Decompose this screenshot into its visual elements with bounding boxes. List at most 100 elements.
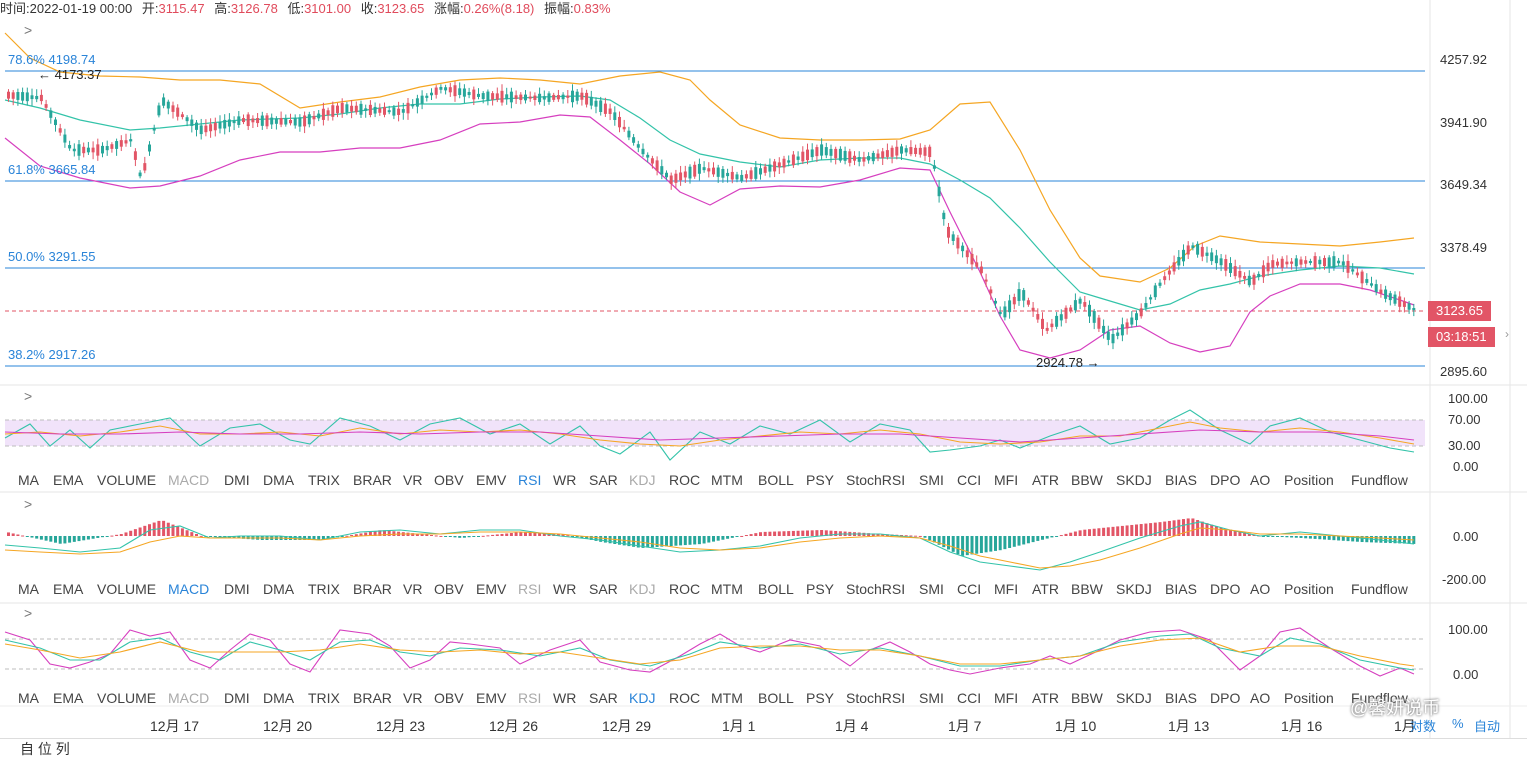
tab-smi[interactable]: SMI <box>919 690 944 706</box>
tab-ema[interactable]: EMA <box>53 472 84 488</box>
tab-roc[interactable]: ROC <box>669 472 701 488</box>
tab-boll[interactable]: BOLL <box>758 581 794 597</box>
tab-rsi[interactable]: RSI <box>518 690 542 706</box>
tab-obv[interactable]: OBV <box>434 472 464 488</box>
tab-roc[interactable]: ROC <box>669 581 701 597</box>
tab-mfi[interactable]: MFI <box>994 690 1019 706</box>
main-pane-collapse-icon[interactable]: > <box>24 22 33 38</box>
tab-position[interactable]: Position <box>1284 581 1334 597</box>
tab-boll[interactable]: BOLL <box>758 472 794 488</box>
tab-brar[interactable]: BRAR <box>353 690 392 706</box>
tab-smi[interactable]: SMI <box>919 581 944 597</box>
tab-bbw[interactable]: BBW <box>1071 581 1103 597</box>
tab-mtm[interactable]: MTM <box>711 581 743 597</box>
tab-skdj[interactable]: SKDJ <box>1116 472 1152 488</box>
tab-bbw[interactable]: BBW <box>1071 690 1103 706</box>
tab-stochrsi[interactable]: StochRSI <box>846 690 906 706</box>
tab-cci[interactable]: CCI <box>957 690 982 706</box>
tab-ao[interactable]: AO <box>1250 690 1271 706</box>
tab-volume[interactable]: VOLUME <box>97 690 157 706</box>
tab-vr[interactable]: VR <box>403 472 423 488</box>
tab-vr[interactable]: VR <box>403 690 423 706</box>
tab-dmi[interactable]: DMI <box>224 472 250 488</box>
tab-mtm[interactable]: MTM <box>711 472 743 488</box>
tab-position[interactable]: Position <box>1284 690 1334 706</box>
tab-trix[interactable]: TRIX <box>308 472 340 488</box>
tab-position[interactable]: Position <box>1284 472 1334 488</box>
tab-atr[interactable]: ATR <box>1032 581 1059 597</box>
tab-ao[interactable]: AO <box>1250 472 1271 488</box>
tab-psy[interactable]: PSY <box>806 581 835 597</box>
tab-bias[interactable]: BIAS <box>1165 472 1197 488</box>
tab-obv[interactable]: OBV <box>434 690 464 706</box>
tab-mfi[interactable]: MFI <box>994 472 1019 488</box>
tab-dpo[interactable]: DPO <box>1210 690 1241 706</box>
tab-skdj[interactable]: SKDJ <box>1116 690 1152 706</box>
tab-bias[interactable]: BIAS <box>1165 690 1197 706</box>
tab-dma[interactable]: DMA <box>263 581 295 597</box>
tab-kdj[interactable]: KDJ <box>629 472 656 488</box>
tab-cci[interactable]: CCI <box>957 581 982 597</box>
tab-dma[interactable]: DMA <box>263 472 295 488</box>
tab-sar[interactable]: SAR <box>589 690 618 706</box>
tab-macd[interactable]: MACD <box>168 472 210 488</box>
tab-trix[interactable]: TRIX <box>308 581 340 597</box>
tab-wr[interactable]: WR <box>553 581 577 597</box>
rsi-pane-collapse-icon[interactable]: > <box>24 388 33 404</box>
tab-dmi[interactable]: DMI <box>224 690 250 706</box>
tab-ma[interactable]: MA <box>18 690 39 706</box>
tab-atr[interactable]: ATR <box>1032 690 1059 706</box>
percent-scale-toggle[interactable]: % <box>1452 716 1464 731</box>
tab-atr[interactable]: ATR <box>1032 472 1059 488</box>
auto-scale-toggle[interactable]: 自动 <box>1474 719 1501 734</box>
tab-volume[interactable]: VOLUME <box>97 472 157 488</box>
tab-ema[interactable]: EMA <box>53 690 84 706</box>
tab-dmi[interactable]: DMI <box>224 581 250 597</box>
tab-dpo[interactable]: DPO <box>1210 472 1241 488</box>
tab-fundflow[interactable]: Fundflow <box>1351 472 1408 488</box>
tab-roc[interactable]: ROC <box>669 690 701 706</box>
tab-brar[interactable]: BRAR <box>353 472 392 488</box>
tab-stochrsi[interactable]: StochRSI <box>846 472 906 488</box>
tab-rsi[interactable]: RSI <box>518 472 542 488</box>
tab-emv[interactable]: EMV <box>476 690 507 706</box>
tab-fundflow[interactable]: Fundflow <box>1351 690 1408 706</box>
tab-obv[interactable]: OBV <box>434 581 464 597</box>
tab-mtm[interactable]: MTM <box>711 690 743 706</box>
tab-wr[interactable]: WR <box>553 472 577 488</box>
tab-macd[interactable]: MACD <box>168 581 210 597</box>
tab-kdj[interactable]: KDJ <box>629 581 656 597</box>
tab-fundflow[interactable]: Fundflow <box>1351 581 1408 597</box>
tab-boll[interactable]: BOLL <box>758 690 794 706</box>
tab-rsi[interactable]: RSI <box>518 581 542 597</box>
tab-sar[interactable]: SAR <box>589 472 618 488</box>
tab-vr[interactable]: VR <box>403 581 423 597</box>
tab-wr[interactable]: WR <box>553 690 577 706</box>
tab-dpo[interactable]: DPO <box>1210 581 1241 597</box>
tab-brar[interactable]: BRAR <box>353 581 392 597</box>
tab-kdj[interactable]: KDJ <box>629 690 656 706</box>
tab-skdj[interactable]: SKDJ <box>1116 581 1152 597</box>
tab-mfi[interactable]: MFI <box>994 581 1019 597</box>
tab-dma[interactable]: DMA <box>263 690 295 706</box>
tab-smi[interactable]: SMI <box>919 472 944 488</box>
tab-bbw[interactable]: BBW <box>1071 472 1103 488</box>
tab-emv[interactable]: EMV <box>476 581 507 597</box>
tab-ma[interactable]: MA <box>18 472 39 488</box>
tab-sar[interactable]: SAR <box>589 581 618 597</box>
tab-psy[interactable]: PSY <box>806 472 835 488</box>
tab-stochrsi[interactable]: StochRSI <box>846 581 906 597</box>
tab-volume[interactable]: VOLUME <box>97 581 157 597</box>
macd-pane-collapse-icon[interactable]: > <box>24 496 33 512</box>
kdj-pane-collapse-icon[interactable]: > <box>24 605 33 621</box>
tab-macd[interactable]: MACD <box>168 690 210 706</box>
tab-cci[interactable]: CCI <box>957 472 982 488</box>
tab-emv[interactable]: EMV <box>476 472 507 488</box>
tab-psy[interactable]: PSY <box>806 690 835 706</box>
tab-trix[interactable]: TRIX <box>308 690 340 706</box>
log-scale-toggle[interactable]: 对数 <box>1410 719 1437 734</box>
tab-bias[interactable]: BIAS <box>1165 581 1197 597</box>
tab-ao[interactable]: AO <box>1250 581 1271 597</box>
tab-ma[interactable]: MA <box>18 581 39 597</box>
